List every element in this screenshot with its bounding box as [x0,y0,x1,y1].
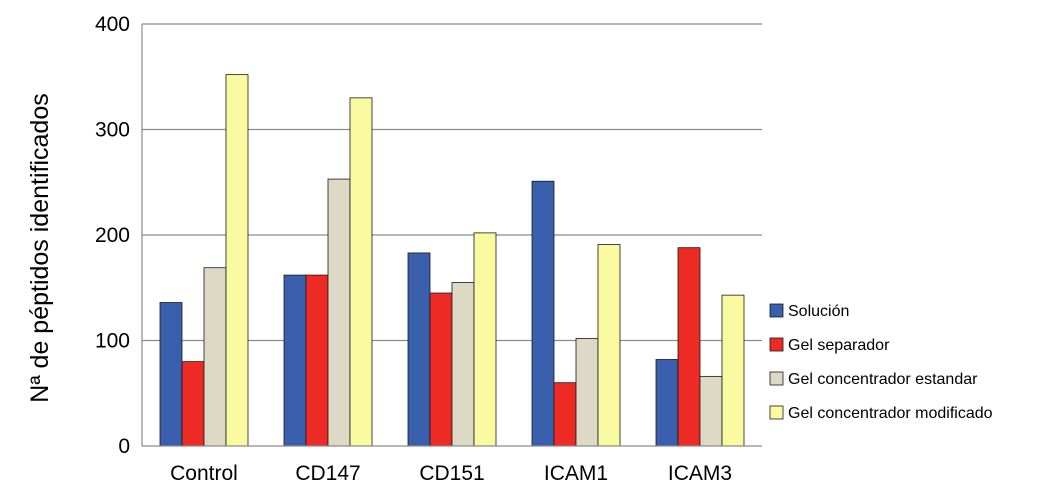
bar-gel-separador-control [181,361,205,447]
bar-solución-icam1 [531,180,555,447]
y-tick-label: 0 [118,435,130,458]
legend-swatch [769,337,784,352]
y-tick-label: 300 [95,119,130,142]
legend-swatch [769,303,784,318]
legend-label: Gel separador [788,337,890,354]
bar-solución-icam3 [655,359,679,447]
legend-label: Gel concentrador estandar [788,371,978,388]
bar-solución-control [159,302,183,447]
bar-gel-concentrador-estandar-cd147 [327,178,351,447]
y-tick-label: 100 [95,330,130,353]
bar-gel-concentrador-modificado-icam1 [597,244,621,447]
bar-gel-concentrador-modificado-cd151 [473,232,497,447]
legend-swatch [769,371,784,386]
x-category-labels: Control CD147 CD151 ICAM1 ICAM3 [170,462,732,485]
y-tick-label: 200 [95,224,130,247]
bar-gel-separador-icam1 [553,382,577,447]
legend-swatch [769,405,784,420]
bar-gel-concentrador-estandar-cd151 [451,282,475,447]
bar-gel-concentrador-estandar-icam1 [575,337,599,447]
axes [141,24,762,447]
bar-gel-separador-icam3 [677,247,701,447]
y-tick-labels: 0 100 200 300 400 [95,13,130,458]
bar-gel-concentrador-modificado-control [225,74,249,447]
bar-solución-cd151 [407,252,431,447]
bars [159,74,745,447]
y-axis-title: Nª de péptidos identificados [26,93,54,402]
bar-gel-separador-cd151 [429,292,453,447]
x-category-label: Control [170,462,238,485]
legend: Solución Gel separador Gel concentrador es… [769,303,993,422]
legend-label: Gel concentrador modificado [788,405,993,422]
bar-gel-separador-cd147 [305,274,329,447]
bar-solución-cd147 [283,274,307,447]
x-category-label: ICAM1 [544,462,608,485]
y-tick-label: 400 [95,13,130,36]
x-category-label: CD151 [419,462,484,485]
bar-gel-concentrador-modificado-icam3 [721,294,745,447]
bar-gel-concentrador-modificado-cd147 [349,97,373,447]
x-category-label: CD147 [295,462,360,485]
x-category-label: ICAM3 [668,462,732,485]
bar-gel-concentrador-estandar-icam3 [699,375,723,447]
legend-label: Solución [788,303,849,320]
bar-gel-concentrador-estandar-control [203,267,227,447]
